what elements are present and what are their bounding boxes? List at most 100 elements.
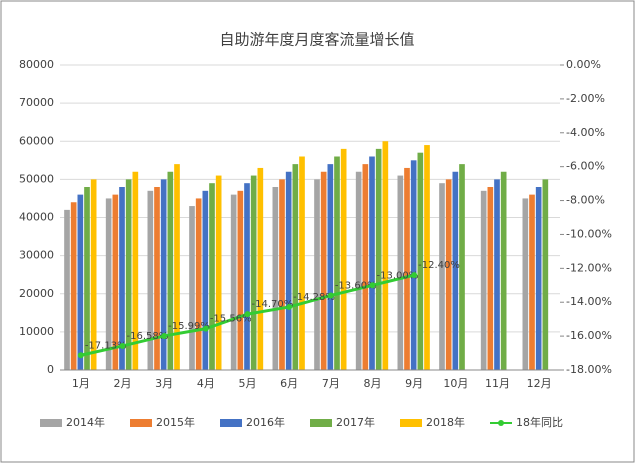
bar [299, 156, 305, 370]
bar [535, 187, 542, 370]
bar [70, 202, 77, 370]
bar [445, 179, 452, 370]
y-tick-label: 20000 [19, 287, 54, 300]
y-tick-label: 0 [47, 363, 54, 376]
bar [494, 179, 500, 370]
bar [167, 171, 174, 370]
x-tick-label: 8月 [364, 377, 382, 390]
bar [285, 171, 292, 370]
bar [105, 198, 112, 370]
x-tick-label: 9月 [405, 377, 423, 390]
bar [320, 171, 327, 370]
bar [529, 194, 535, 370]
legend-swatch [220, 419, 242, 427]
bar [452, 171, 459, 370]
y-tick-label: 30000 [19, 249, 54, 262]
y2-tick-label: -16.00% [566, 329, 612, 342]
y-tick-label: 60000 [19, 134, 54, 147]
bar [362, 164, 369, 370]
x-tick-label: 12月 [527, 377, 552, 390]
bar [292, 164, 299, 370]
x-tick-label: 10月 [443, 377, 468, 390]
bar [112, 194, 119, 370]
bar [314, 179, 320, 370]
bar [257, 167, 264, 370]
data-label: -14.70% [252, 299, 294, 310]
legend-swatch [40, 419, 62, 427]
bar [209, 183, 215, 370]
bar [215, 175, 222, 370]
line-marker [327, 292, 334, 299]
y2-tick-label: -8.00% [566, 194, 605, 207]
bar [417, 152, 424, 370]
line-marker [286, 303, 293, 310]
bar [487, 187, 494, 370]
line-marker [119, 342, 126, 349]
y2-tick-label: -14.00% [566, 295, 612, 308]
x-tick-label: 2月 [114, 377, 132, 390]
bar [340, 148, 347, 370]
bar [125, 179, 132, 370]
line-marker [202, 325, 209, 332]
bar [424, 145, 430, 370]
bar [250, 175, 257, 370]
x-tick-label: 11月 [485, 377, 510, 390]
bar [327, 164, 334, 370]
data-label: -16.58% [127, 331, 169, 342]
y2-tick-label: -4.00% [566, 126, 605, 139]
bar [90, 179, 97, 370]
bar [77, 194, 84, 370]
data-label: -15.99% [168, 321, 210, 332]
bar [480, 190, 487, 370]
y2-tick-label: -2.00% [566, 92, 605, 105]
data-label: -14.28% [293, 292, 335, 303]
data-label: -13.60% [335, 280, 377, 291]
y2-tick-label: -6.00% [566, 160, 605, 173]
bar [522, 198, 529, 370]
bar [410, 160, 417, 370]
y2-tick-label: -18.00% [566, 363, 612, 376]
bar [174, 164, 180, 370]
bar [132, 171, 139, 370]
bar [147, 190, 154, 370]
bar [202, 190, 209, 370]
bar [500, 171, 507, 370]
y-tick-label: 10000 [19, 325, 54, 338]
chart-title: 自助游年度月度客流量增长值 [219, 31, 414, 49]
line-marker [161, 332, 168, 339]
line-marker [411, 272, 418, 279]
bar [237, 190, 244, 370]
bar [355, 171, 362, 370]
legend-label: 2015年 [156, 415, 195, 429]
y2-tick-label: 0.00% [566, 58, 601, 71]
legend-swatch [400, 419, 422, 427]
bar [160, 179, 167, 370]
bar [279, 179, 285, 370]
bar [244, 183, 250, 370]
data-label: -15.56% [210, 314, 252, 325]
bar [272, 187, 279, 370]
y-tick-label: 50000 [19, 172, 54, 185]
x-tick-label: 4月 [197, 377, 215, 390]
x-tick-label: 7月 [322, 377, 340, 390]
data-label: -13.00% [377, 270, 419, 281]
bar [84, 187, 90, 370]
x-tick-label: 3月 [155, 377, 173, 390]
legend-label: 2014年 [66, 415, 105, 429]
y2-tick-label: -10.00% [566, 227, 612, 240]
legend-swatch [498, 420, 504, 426]
bar [154, 187, 160, 370]
bar [439, 183, 445, 370]
bar [382, 141, 389, 370]
bar [230, 194, 237, 370]
x-tick-label: 1月 [72, 377, 90, 390]
legend-swatch [130, 419, 152, 427]
data-label: -12.40% [418, 260, 460, 271]
y-tick-label: 80000 [19, 58, 54, 71]
line-marker [244, 311, 251, 318]
data-label: -17.13% [85, 340, 127, 351]
y2-tick-label: -12.00% [566, 261, 612, 274]
bar [119, 187, 125, 370]
bar [189, 206, 195, 370]
